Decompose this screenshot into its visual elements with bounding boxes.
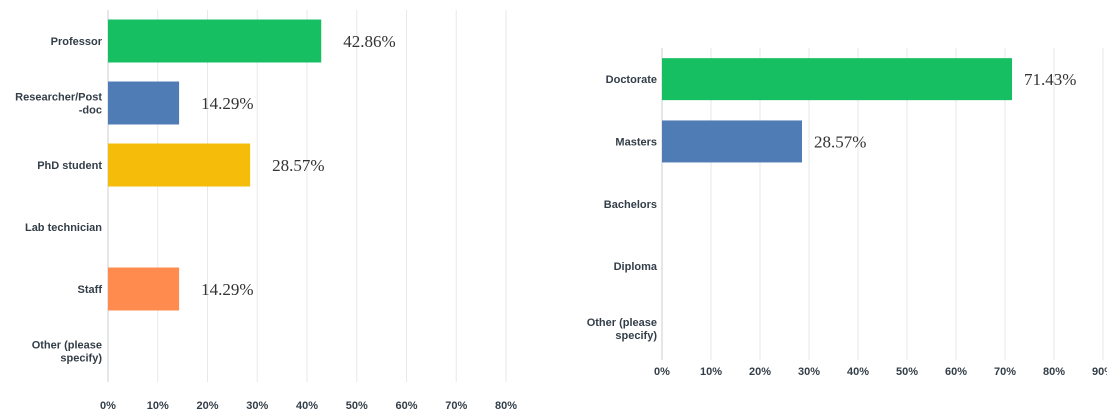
x-tick-label: 40% xyxy=(847,366,869,378)
category-label-other-please-specify: Other (please specify) xyxy=(587,317,658,342)
x-tick-label: 10% xyxy=(147,400,169,410)
category-label-other-please-specify: Other (please specify) xyxy=(32,340,103,365)
x-tick-label: 60% xyxy=(945,366,967,378)
category-label-staff: Staff xyxy=(78,284,103,296)
category-label-diploma: Diploma xyxy=(614,261,658,273)
data-label: 28.57% xyxy=(272,156,324,175)
x-tick-label: 20% xyxy=(196,400,218,410)
category-label-phd-student: PhD student xyxy=(37,160,102,172)
x-tick-label: 60% xyxy=(395,400,417,410)
data-label: 71.43% xyxy=(1024,70,1076,89)
x-tick-label: 80% xyxy=(1043,366,1065,378)
x-tick-label: 40% xyxy=(296,400,318,410)
category-label-lab-technician: Lab technician xyxy=(25,222,102,234)
data-label: 28.57% xyxy=(814,132,866,151)
x-tick-label: 80% xyxy=(495,400,517,410)
data-label: 14.29% xyxy=(201,94,253,113)
x-tick-label: 0% xyxy=(100,400,116,410)
category-label-bachelors: Bachelors xyxy=(604,199,657,211)
bar-professor xyxy=(108,19,322,63)
x-tick-label: 50% xyxy=(896,366,918,378)
x-tick-label: 20% xyxy=(749,366,771,378)
x-tick-label: 10% xyxy=(700,366,722,378)
x-tick-label: 0% xyxy=(654,366,670,378)
bar-researcher-post-doc xyxy=(108,81,180,125)
bar-masters xyxy=(662,120,802,163)
data-label: 42.86% xyxy=(343,32,395,51)
x-tick-label: 70% xyxy=(445,400,467,410)
chart-job-role: 0% 10% 20% 30% 40% 50% 60% 70% 80% Professor 42.86… xyxy=(15,10,517,410)
x-tick-label: 90% xyxy=(1092,366,1107,378)
chart-degree: 0% 10% 20% 30% 40% 50% 60% 70% 80% 90% Doctorate 71… xyxy=(587,48,1107,378)
category-label-doctorate: Doctorate xyxy=(606,74,657,86)
x-tick-label: 30% xyxy=(798,366,820,378)
x-tick-label: 50% xyxy=(346,400,368,410)
data-label: 14.29% xyxy=(201,280,253,299)
category-label-masters: Masters xyxy=(615,136,657,148)
category-label-professor: Professor xyxy=(51,36,103,48)
bar-doctorate xyxy=(662,58,1013,101)
bar-phd-student xyxy=(108,143,251,187)
category-label-researcher-post-doc: Researcher/Post -doc xyxy=(15,92,102,117)
bar-staff xyxy=(108,267,180,311)
x-tick-label: 70% xyxy=(994,366,1016,378)
x-tick-label: 30% xyxy=(246,400,268,410)
